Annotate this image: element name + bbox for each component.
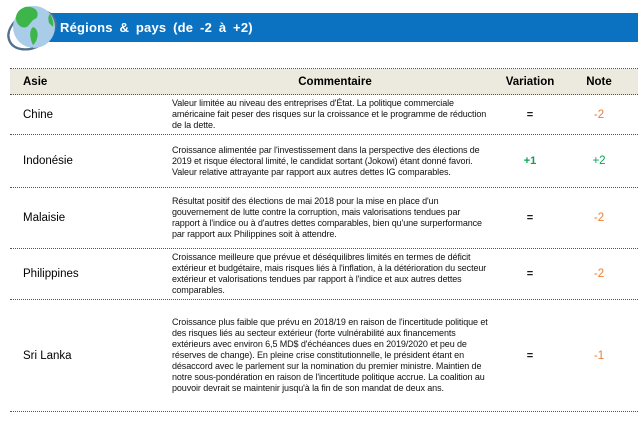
table-row-indonesie: Indonésie Croissance alimentée par l'inv…	[10, 135, 638, 188]
col-header-note: Note	[586, 75, 612, 88]
variation-value: +1	[523, 155, 537, 167]
globe-icon	[7, 6, 57, 51]
variation-value: =	[526, 349, 534, 362]
country-name: Philippines	[23, 268, 79, 280]
note-value: -2	[593, 268, 605, 280]
country-name: Sri Lanka	[23, 349, 72, 362]
col-header-region: Asie	[23, 75, 48, 88]
country-comment: Croissance meilleure que prévue et déséq…	[172, 252, 487, 295]
page-title: Régions & pays (de -2 à +2)	[60, 20, 253, 35]
country-comment: Croissance alimentée par l'investissemen…	[172, 144, 480, 177]
country-name: Chine	[23, 108, 54, 121]
col-header-variation: Variation	[505, 75, 555, 88]
country-comment: Croissance plus faible que prévu en 2018…	[172, 317, 488, 393]
ratings-table: Asie Commentaire Variation Note Chine Va…	[10, 68, 638, 412]
note-value: -2	[593, 108, 605, 121]
country-name: Malaisie	[23, 212, 66, 224]
variation-value: =	[526, 268, 534, 280]
country-comment: Résultat positif des élections de mai 20…	[172, 196, 482, 239]
table-row-philippines: Philippines Croissance meilleure que pré…	[10, 249, 638, 300]
note-value: +2	[592, 155, 606, 167]
table-row-sri-lanka: Sri Lanka Croissance plus faible que pré…	[10, 300, 638, 412]
country-name: Indonésie	[23, 155, 73, 167]
table-row-malaisie: Malaisie Résultat positif des élections …	[10, 188, 638, 249]
col-header-comment: Commentaire	[298, 75, 372, 88]
note-value: -1	[593, 349, 605, 362]
table-header-row: Asie Commentaire Variation Note	[10, 69, 638, 95]
note-value: -2	[593, 212, 605, 224]
variation-value: =	[526, 212, 534, 224]
title-bar: Régions & pays (de -2 à +2)	[44, 13, 638, 42]
table-row-chine: Chine Valeur limitée au niveau des entre…	[10, 95, 638, 135]
variation-value: =	[526, 108, 534, 121]
country-comment: Valeur limitée au niveau des entreprises…	[172, 98, 487, 130]
